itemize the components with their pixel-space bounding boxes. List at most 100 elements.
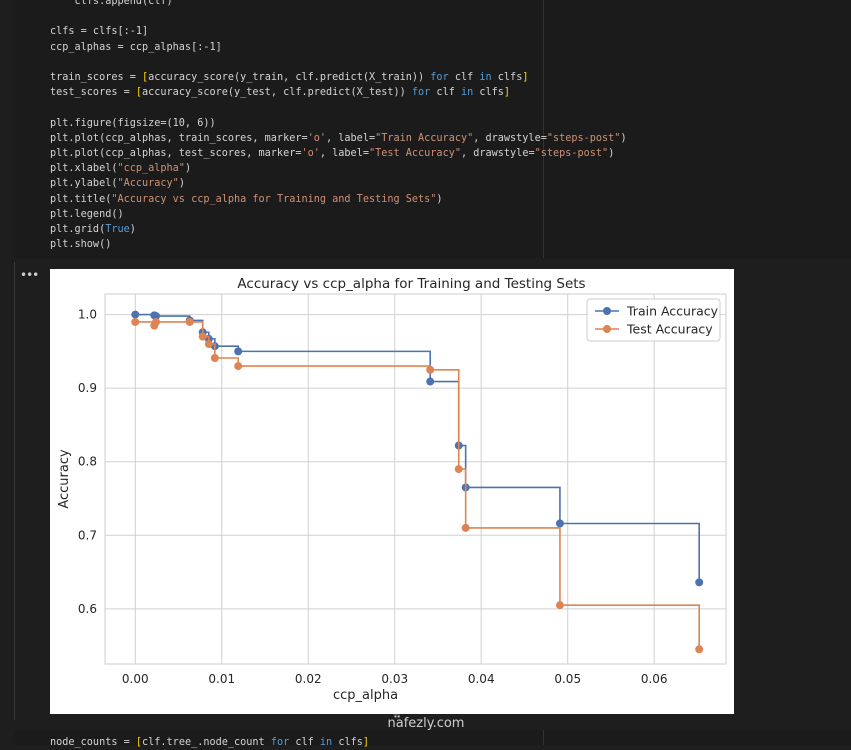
data-point-test [198, 332, 207, 341]
code-editor[interactable]: clfs.append(clf)​clfs = clfs[:-1]ccp_alp… [50, 0, 627, 252]
y-tick-label: 0.9 [78, 381, 97, 395]
data-point-test [210, 353, 219, 362]
code-cell[interactable] [14, 0, 851, 258]
code-token: "steps-post" [534, 148, 609, 160]
code-token: , drawstyle= [460, 148, 535, 160]
code-token: plt.plot(ccp_alphas, test_scores, marker… [50, 148, 302, 160]
code-token: ) [129, 224, 136, 236]
code-token: ] [362, 737, 369, 748]
code-token: plt.title( [50, 193, 112, 205]
code-token: in [460, 87, 474, 99]
code-token: , drawstyle= [473, 132, 547, 144]
code-line[interactable]: plt.title("Accuracy vs ccp_alpha for Tra… [50, 192, 627, 207]
data-point-test [454, 465, 463, 474]
code-token: plt.xlabel( [50, 163, 118, 175]
code-token: "Train Accuracy" [375, 132, 474, 144]
code-line[interactable]: train_scores = [accuracy_score(y_train, … [50, 70, 627, 85]
code-token: ) [620, 132, 627, 144]
data-point-test [152, 317, 161, 326]
code-token: clfs.append(clf) [50, 0, 173, 7]
code-token: clfs [491, 72, 523, 84]
code-token: [ [142, 72, 149, 84]
accuracy-chart: 0.00 0.01 0.02 0.03 0.04 0.05 0.06 0.6 0.7 0.8 0.9… [57, 276, 727, 703]
code-token: ] [522, 72, 529, 84]
code-line[interactable]: clfs = clfs[:-1] [50, 24, 627, 39]
legend-label: Train Accuracy [626, 304, 719, 319]
code-token: plt.show() [50, 239, 112, 251]
data-point-test [185, 317, 194, 326]
code-line[interactable]: plt.ylabel("Accuracy") [50, 176, 627, 191]
code-token: accuracy_score(y_train, clf.predict(X_tr… [148, 72, 431, 84]
x-tick-label: 0.04 [468, 672, 495, 686]
watermark-logo: نفذلي nafezly.com [376, 690, 476, 732]
y-tick-label: 0.6 [78, 602, 97, 616]
legend-marker [603, 307, 611, 315]
output-rail [14, 262, 15, 720]
code-token: "Accuracy vs ccp_alpha for Training and … [111, 193, 437, 205]
code-token: 'o' [301, 148, 320, 160]
code-line[interactable]: clfs.append(clf) [50, 0, 627, 9]
code-token: clf [448, 72, 480, 84]
data-point-train [426, 377, 435, 386]
code-line[interactable]: plt.xlabel("ccp_alpha") [50, 161, 627, 176]
code-line[interactable]: ​ [50, 55, 627, 70]
next-code-cell[interactable] [14, 730, 851, 745]
x-axis-label: ccp_alpha [333, 688, 398, 703]
code-token: ) [178, 178, 185, 190]
code-token: clfs [473, 87, 504, 99]
x-tick-label: 0.02 [295, 672, 322, 686]
data-point-test [461, 523, 470, 532]
chart-title: Accuracy vs ccp_alpha for Training and T… [237, 276, 585, 292]
output-menu-button[interactable]: ••• [20, 268, 39, 282]
code-token: ccp_alphas = ccp_alphas[:-1] [50, 41, 222, 53]
code-line[interactable]: node_counts = [clf.tree_.node_count for … [50, 735, 369, 750]
code-line[interactable]: plt.grid(True) [50, 222, 627, 237]
code-token: train_scores = [50, 72, 143, 84]
code-token: clf [430, 87, 461, 99]
series-line-test [135, 321, 700, 650]
code-token: clfs = clfs[ [50, 26, 124, 38]
plot-frame [104, 293, 727, 665]
code-token: True [105, 224, 130, 236]
code-token: in [479, 72, 492, 84]
column-divider [543, 0, 544, 258]
y-tick-label: 0.7 [78, 528, 97, 542]
x-tick-label: 0.05 [554, 672, 581, 686]
code-token: for [430, 72, 449, 84]
code-token: "Accuracy" [117, 178, 179, 190]
code-token: accuracy_score(y_test, clf.predict(X_tes… [142, 87, 412, 99]
code-token: for [411, 87, 431, 99]
code-token: in [319, 737, 333, 748]
code-line[interactable]: plt.plot(ccp_alphas, test_scores, marker… [50, 146, 627, 161]
code-token: [ [135, 737, 143, 748]
code-line[interactable]: test_scores = [accuracy_score(y_test, cl… [50, 85, 627, 100]
y-tick-label: 1.0 [78, 308, 97, 322]
code-line[interactable]: ccp_alphas = ccp_alphas[:-1] [50, 40, 627, 55]
data-point-test [426, 365, 435, 374]
code-line[interactable]: ​ [50, 9, 627, 24]
code-token: for [270, 737, 290, 748]
data-point-test [555, 601, 564, 610]
code-token: 'o' [307, 132, 327, 144]
next-code-editor[interactable]: node_counts = [clf.tree_.node_count for … [50, 735, 369, 750]
code-token: plt.ylabel( [50, 178, 118, 190]
code-token: ] [503, 87, 511, 99]
code-line[interactable]: plt.legend() [50, 207, 627, 222]
watermark-url: nafezly.com [387, 716, 465, 731]
data-point-test [695, 645, 704, 654]
code-token: "ccp_alpha" [117, 163, 185, 175]
code-token: , label= [319, 148, 369, 160]
data-point-train [131, 310, 140, 319]
x-tick-label: 0.00 [122, 672, 149, 686]
code-token: , label= [326, 132, 376, 144]
data-point-test [204, 340, 213, 349]
code-token: ) [436, 193, 443, 205]
x-tick-label: 0.01 [208, 672, 235, 686]
series-line-train [135, 313, 700, 583]
code-line[interactable]: plt.plot(ccp_alphas, train_scores, marke… [50, 131, 627, 146]
code-line[interactable]: plt.figure(figsize=(10, 6)) [50, 116, 627, 131]
code-line[interactable]: plt.show() [50, 237, 627, 252]
code-line[interactable]: ​ [50, 100, 627, 115]
code-token: plt.legend() [50, 208, 124, 220]
code-token: plt.plot(ccp_alphas, train_scores, marke… [50, 132, 308, 144]
